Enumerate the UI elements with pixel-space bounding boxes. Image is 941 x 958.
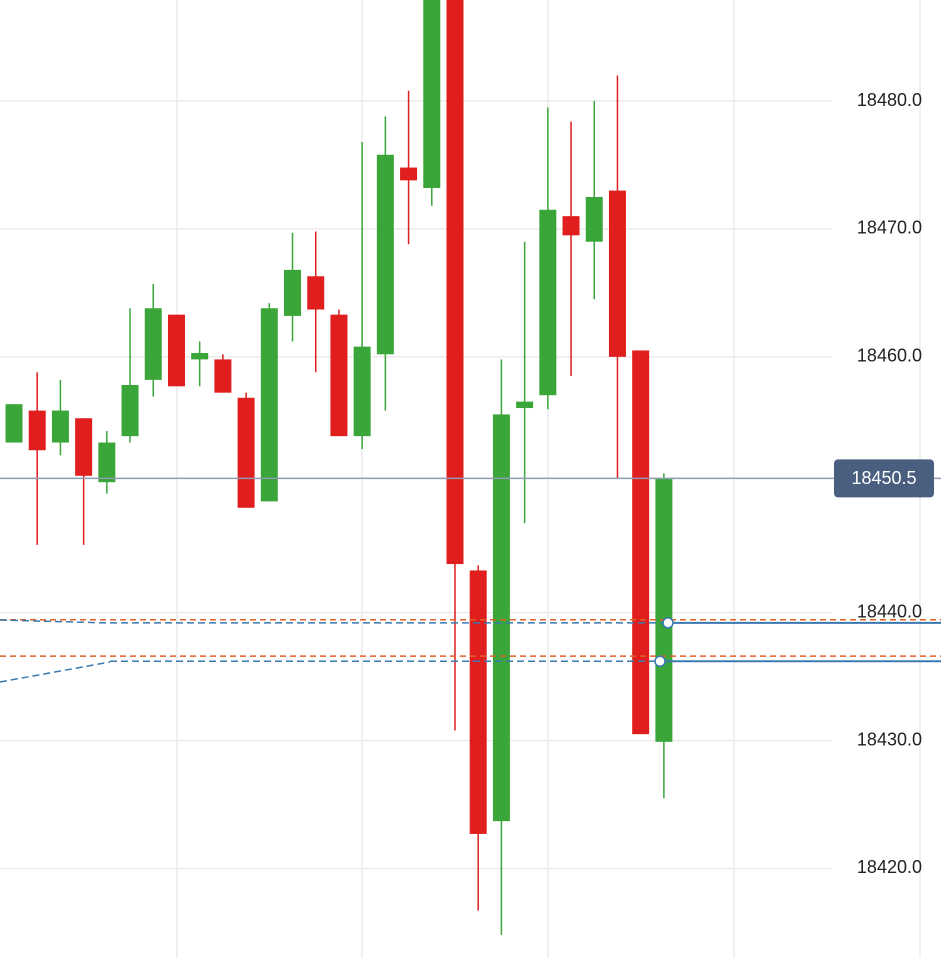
y-tick-label: 18460.0: [857, 346, 922, 366]
candle-body: [585, 196, 603, 242]
projection-line: [0, 619, 111, 624]
candle-body: [539, 209, 557, 396]
y-tick-label: 18430.0: [857, 729, 922, 749]
candle-body: [144, 308, 162, 380]
candle-body: [191, 353, 209, 360]
candle-body: [167, 314, 185, 387]
candle-body: [608, 190, 626, 357]
candle-body: [260, 308, 278, 502]
price-label: 18450.5: [851, 468, 916, 488]
candle-body: [75, 418, 93, 476]
candle-body: [121, 384, 139, 437]
y-tick-label: 18480.0: [857, 90, 922, 110]
candle-body: [492, 414, 510, 822]
candle-body: [400, 167, 418, 181]
candle-body: [516, 401, 534, 409]
candle-body: [632, 350, 650, 735]
candle-body: [353, 346, 371, 437]
candle-body: [5, 404, 23, 443]
y-tick-label: 18420.0: [857, 857, 922, 877]
candle-body: [330, 314, 348, 437]
candle-body: [423, 0, 441, 189]
candle-body: [214, 359, 232, 393]
y-tick-label: 18440.0: [857, 601, 922, 621]
candle-body: [28, 410, 46, 451]
projection-line: [0, 661, 111, 683]
candle-body: [307, 276, 325, 310]
candle-body: [237, 397, 255, 508]
order-handle[interactable]: [654, 655, 666, 668]
y-tick-label: 18470.0: [857, 218, 922, 238]
candle-body: [562, 216, 580, 236]
candle-body: [655, 478, 673, 742]
candle-body: [98, 442, 116, 483]
candle-body: [446, 0, 464, 565]
candle-body: [51, 410, 69, 443]
candle-body: [376, 154, 394, 355]
price-label-box: [834, 459, 934, 498]
candle-body: [469, 570, 487, 834]
candle-body: [284, 269, 302, 316]
order-handle[interactable]: [662, 617, 674, 629]
